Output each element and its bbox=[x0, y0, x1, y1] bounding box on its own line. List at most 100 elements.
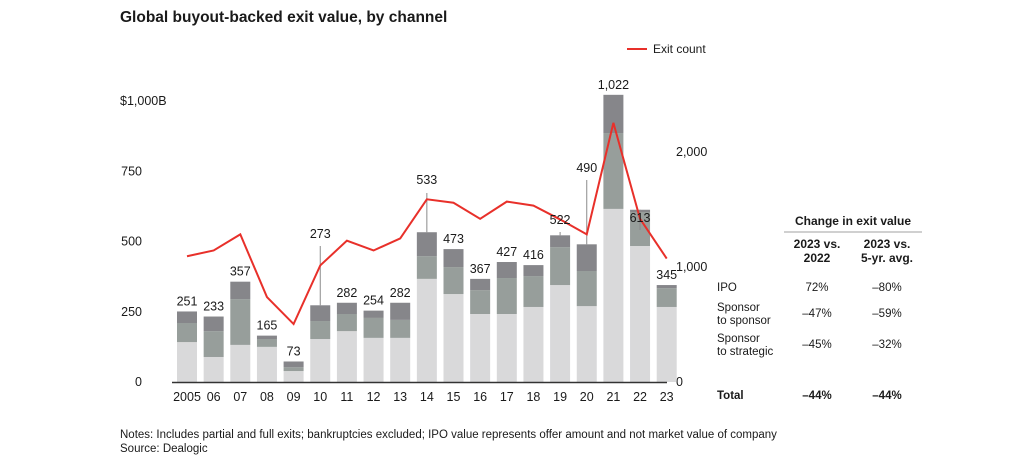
bar-segment-ipo bbox=[283, 361, 304, 368]
bar-total-label: 345 bbox=[656, 268, 677, 282]
table-header: Change in exit value bbox=[784, 214, 922, 233]
bar-segment-sponsor-to-sponsor bbox=[336, 313, 357, 332]
bar-total-label: 273 bbox=[310, 227, 331, 241]
bar-total-label: 473 bbox=[443, 232, 464, 246]
bar-segment-sponsor-to-strategic bbox=[336, 331, 357, 382]
label-line: Sponsor bbox=[717, 333, 760, 345]
bar-segment-sponsor-to-strategic bbox=[603, 208, 624, 382]
bar-segment-sponsor-to-sponsor bbox=[656, 288, 677, 307]
bar-total-label: 357 bbox=[230, 265, 251, 279]
bar-segment-ipo bbox=[656, 285, 677, 289]
bar-segment-ipo bbox=[496, 262, 517, 279]
exit-count-line bbox=[186, 122, 668, 326]
bar-segment-sponsor-to-sponsor bbox=[550, 247, 571, 286]
x-tick-label: 23 bbox=[660, 390, 674, 404]
bar-segment-ipo bbox=[470, 278, 491, 291]
x-tick-label: 11 bbox=[340, 390, 353, 404]
bar-segment-sponsor-to-strategic bbox=[256, 346, 277, 382]
bar-segment-sponsor-to-sponsor bbox=[256, 339, 277, 347]
y2-tick-label: 0 bbox=[676, 375, 683, 389]
bar-total-label: 282 bbox=[390, 286, 411, 300]
bar-total-label: 427 bbox=[496, 245, 517, 259]
bar-segment-sponsor-to-strategic bbox=[283, 371, 304, 382]
y-tick-label: 750 bbox=[121, 164, 142, 178]
bar-segment-ipo bbox=[177, 311, 197, 323]
bar-segment-sponsor-to-sponsor bbox=[203, 331, 224, 357]
data-labels: 251 233 357 165 73 273 282 254 282 533 473 367 427 41… bbox=[177, 78, 678, 359]
bar-total-label: 416 bbox=[523, 248, 544, 262]
y-tick-label: 500 bbox=[121, 235, 142, 249]
bar-total-label: 282 bbox=[336, 286, 357, 300]
bar-segment-sponsor-to-sponsor bbox=[390, 319, 411, 338]
bar-total-label: 367 bbox=[470, 262, 491, 276]
bar-total-label: 533 bbox=[416, 173, 437, 187]
label-line: Sponsor bbox=[717, 302, 760, 314]
x-tick-label: 06 bbox=[207, 390, 221, 404]
bar-total-label: 1,022 bbox=[598, 78, 629, 92]
x-tick-label: 22 bbox=[633, 390, 647, 404]
bar-total-label: 251 bbox=[177, 294, 198, 308]
table-cell: –47% bbox=[802, 308, 832, 320]
table-cell: –59% bbox=[872, 308, 902, 320]
bar-total-label: 73 bbox=[287, 344, 301, 358]
bar-total-label: 165 bbox=[257, 319, 278, 333]
bar-segment-ipo bbox=[416, 232, 437, 257]
bar-segment-sponsor-to-strategic bbox=[443, 294, 464, 382]
x-axis: 2005 06 07 08 09 10 11 12 13 14 15 16 17 18 19 20 21 22 23 bbox=[172, 381, 674, 404]
bar-segment-sponsor-to-sponsor bbox=[230, 299, 251, 345]
x-tick-label: 15 bbox=[447, 390, 461, 404]
y-top-label: $1,000B bbox=[120, 94, 167, 108]
x-tick-label: 07 bbox=[233, 390, 247, 404]
bar-total-label: 254 bbox=[363, 294, 384, 308]
x-tick-label: 20 bbox=[580, 390, 594, 404]
bar-segment-sponsor-to-sponsor bbox=[310, 321, 331, 340]
bar-segment-sponsor-to-sponsor bbox=[523, 276, 544, 307]
bar-segment-ipo bbox=[390, 302, 411, 320]
bar-segment-sponsor-to-strategic bbox=[230, 344, 251, 382]
bar-total-label: 233 bbox=[203, 300, 224, 314]
y-axis-left: 0 250 500 750 $1,000B bbox=[120, 94, 167, 389]
bar-segment-ipo bbox=[550, 235, 571, 248]
bar-segment-sponsor-to-strategic bbox=[177, 342, 197, 382]
bar-segment-sponsor-to-sponsor bbox=[603, 133, 624, 209]
y-tick-label: 0 bbox=[135, 375, 142, 389]
notes-text: Notes: Includes partial and full exits; … bbox=[120, 429, 777, 441]
x-tick-label: 16 bbox=[473, 390, 487, 404]
table-row-label-sponsor-to-strategic: Sponsor to strategic bbox=[717, 333, 773, 359]
table-row-label-sponsor-to-sponsor: Sponsor to sponsor bbox=[717, 302, 771, 328]
x-tick-label: 14 bbox=[420, 390, 434, 404]
bar-segment-ipo bbox=[576, 244, 597, 272]
y-axis-right: 0 1,000 2,000 bbox=[676, 145, 707, 389]
legend-label-exit-count: Exit count bbox=[653, 42, 706, 56]
x-tick-label: 10 bbox=[313, 390, 327, 404]
bar-segment-ipo bbox=[363, 310, 384, 318]
bar-segment-sponsor-to-sponsor bbox=[363, 317, 384, 338]
bar-segment-ipo bbox=[523, 265, 544, 277]
table-row-label-total: Total bbox=[717, 390, 744, 402]
bar-segment-ipo bbox=[203, 316, 224, 332]
bar-segment-sponsor-to-sponsor bbox=[443, 267, 464, 295]
table-cell: –45% bbox=[802, 339, 832, 351]
bar-segment-sponsor-to-strategic bbox=[416, 278, 437, 382]
x-tick-label: 13 bbox=[393, 390, 407, 404]
x-tick-label: 18 bbox=[526, 390, 540, 404]
label-line: to strategic bbox=[717, 346, 774, 358]
chart-title: Global buyout-backed exit value, by chan… bbox=[120, 9, 448, 26]
bar-segment-ipo bbox=[310, 305, 331, 322]
bar-segment-sponsor-to-sponsor bbox=[177, 322, 197, 343]
bar-segment-sponsor-to-sponsor bbox=[283, 367, 304, 372]
bar-segment-ipo bbox=[336, 302, 357, 314]
bar-segment-sponsor-to-strategic bbox=[656, 306, 677, 382]
bar-total-label: 490 bbox=[576, 161, 597, 175]
col1-line1: 2023 vs. bbox=[793, 237, 841, 251]
col2-line1: 2023 vs. bbox=[863, 237, 911, 251]
bar-total-label: 522 bbox=[550, 213, 571, 227]
bar-segment-sponsor-to-strategic bbox=[523, 306, 544, 382]
bar-segment-sponsor-to-strategic bbox=[470, 313, 491, 382]
bar-segment-ipo bbox=[443, 249, 464, 268]
legend: Exit count bbox=[627, 42, 706, 56]
bar-segment-sponsor-to-strategic bbox=[576, 306, 597, 382]
y2-tick-label: 1,000 bbox=[676, 260, 707, 274]
bar-segment-sponsor-to-strategic bbox=[390, 337, 411, 382]
bars bbox=[177, 94, 677, 382]
